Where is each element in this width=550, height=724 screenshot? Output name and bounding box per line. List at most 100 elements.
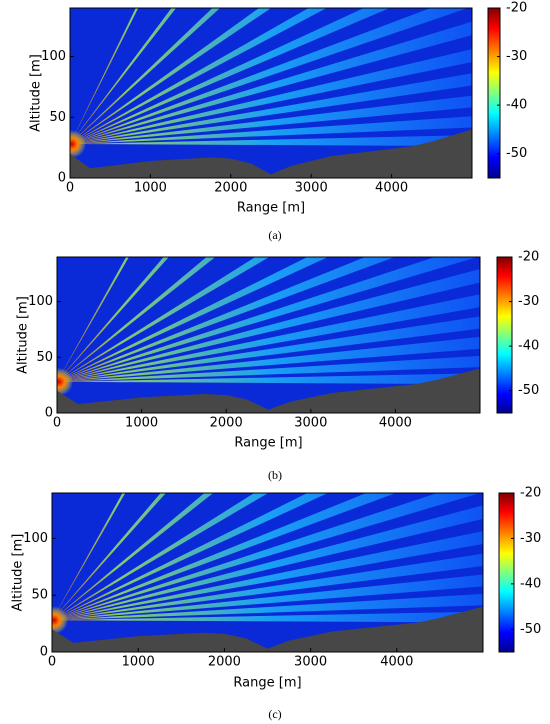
field — [52, 493, 483, 652]
field — [70, 8, 472, 178]
colorbar-tick-label: -20 — [518, 250, 539, 265]
x-axis-label: Range [m] — [233, 676, 301, 691]
field-ray — [52, 493, 166, 621]
field-ray — [70, 95, 472, 144]
field-ray — [57, 257, 129, 382]
colorbar-tick-label: -50 — [520, 622, 541, 637]
colorbar-tick-label: -30 — [506, 49, 527, 64]
terrain — [52, 606, 483, 652]
field — [57, 257, 480, 413]
x-tick-label: 1000 — [134, 181, 167, 196]
y-tick-label: 50 — [49, 110, 66, 125]
field-ray — [52, 574, 483, 621]
x-axis-label: Range [m] — [237, 201, 305, 216]
field-ray — [70, 8, 390, 144]
y-tick-label: 0 — [58, 171, 66, 186]
x-axis-label: Range [m] — [234, 436, 302, 451]
caption: (c) — [268, 707, 281, 721]
field-ray — [57, 268, 480, 382]
y-tick-label: 100 — [41, 49, 66, 64]
field-ray — [70, 135, 472, 147]
x-tick-label: 4000 — [375, 181, 408, 196]
plot-frame — [69, 7, 473, 179]
field-ray — [57, 373, 480, 385]
colorbar-tick-label: -50 — [506, 146, 527, 161]
field-ray — [70, 8, 272, 144]
colorbar-tick-label: -40 — [520, 576, 541, 591]
field-ray — [70, 8, 177, 144]
y-tick-label: 0 — [40, 645, 48, 660]
colorbar — [496, 256, 513, 414]
terrain — [57, 368, 480, 413]
field-ray — [57, 355, 480, 382]
y-axis-label: Altitude [m] — [29, 54, 44, 132]
x-tick-label: 1000 — [122, 655, 155, 670]
x-tick-label: 2000 — [214, 181, 247, 196]
colorbar-tick-label: -40 — [506, 98, 527, 113]
plot-frame — [56, 256, 481, 414]
field-source — [57, 367, 73, 396]
x-tick-label: 2000 — [210, 416, 243, 431]
field-ray — [70, 49, 472, 144]
colorbar-tick-label: -20 — [520, 486, 541, 501]
x-tick-label: 1000 — [125, 416, 158, 431]
field-ray — [52, 493, 396, 621]
field-ray — [52, 531, 483, 621]
field-ray — [57, 257, 216, 382]
field-ray — [52, 593, 483, 621]
field-ray — [57, 257, 270, 382]
colorbar-tick-label: -40 — [518, 339, 539, 354]
caption: (b) — [268, 468, 282, 482]
y-axis-label: Altitude [m] — [11, 534, 26, 612]
y-tick-label: 50 — [31, 588, 48, 603]
field-ray — [52, 611, 483, 623]
x-tick-label: 3000 — [295, 181, 328, 196]
colorbar-tick-label: -50 — [518, 383, 539, 398]
field-ray — [52, 493, 214, 621]
field-ray — [57, 257, 478, 382]
y-tick-label: 0 — [45, 406, 53, 421]
x-tick-label: 0 — [48, 655, 56, 670]
field-ray — [52, 493, 126, 621]
field-ray — [70, 8, 468, 144]
field-ray — [70, 8, 221, 144]
caption: (a) — [268, 228, 281, 242]
field-ray — [57, 257, 169, 382]
field-source — [52, 606, 68, 635]
field-ray — [57, 316, 480, 382]
y-axis-label: Altitude [m] — [16, 296, 31, 374]
y-tick-label: 100 — [23, 531, 48, 546]
field-ray — [52, 493, 269, 621]
field-source — [70, 130, 86, 158]
y-tick-label: 100 — [28, 294, 53, 309]
colorbar-tick-label: -20 — [506, 1, 527, 16]
field-ray — [70, 21, 472, 144]
field-ray — [57, 294, 480, 382]
field-ray — [70, 8, 139, 144]
x-tick-label: 3000 — [294, 416, 327, 431]
field-ray — [52, 493, 328, 621]
colorbar-tick-label: -30 — [518, 294, 539, 309]
field-ray — [52, 493, 481, 621]
plot-frame — [51, 492, 484, 653]
terrain — [70, 129, 472, 178]
field-ray — [57, 257, 328, 382]
colorbar — [498, 492, 515, 653]
y-tick-label: 50 — [36, 350, 53, 365]
x-tick-label: 4000 — [380, 655, 413, 670]
x-tick-label: 3000 — [294, 655, 327, 670]
field-ray — [52, 505, 483, 621]
field-ray — [70, 73, 472, 144]
field-ray — [57, 336, 480, 382]
x-tick-label: 2000 — [208, 655, 241, 670]
colorbar — [487, 7, 501, 179]
x-tick-label: 0 — [53, 416, 61, 431]
field-ray — [70, 8, 327, 144]
field-ray — [52, 553, 483, 621]
field-ray — [57, 257, 395, 382]
x-tick-label: 4000 — [379, 416, 412, 431]
x-tick-label: 0 — [66, 181, 74, 196]
field-ray — [70, 116, 472, 144]
colorbar-tick-label: -30 — [520, 531, 541, 546]
